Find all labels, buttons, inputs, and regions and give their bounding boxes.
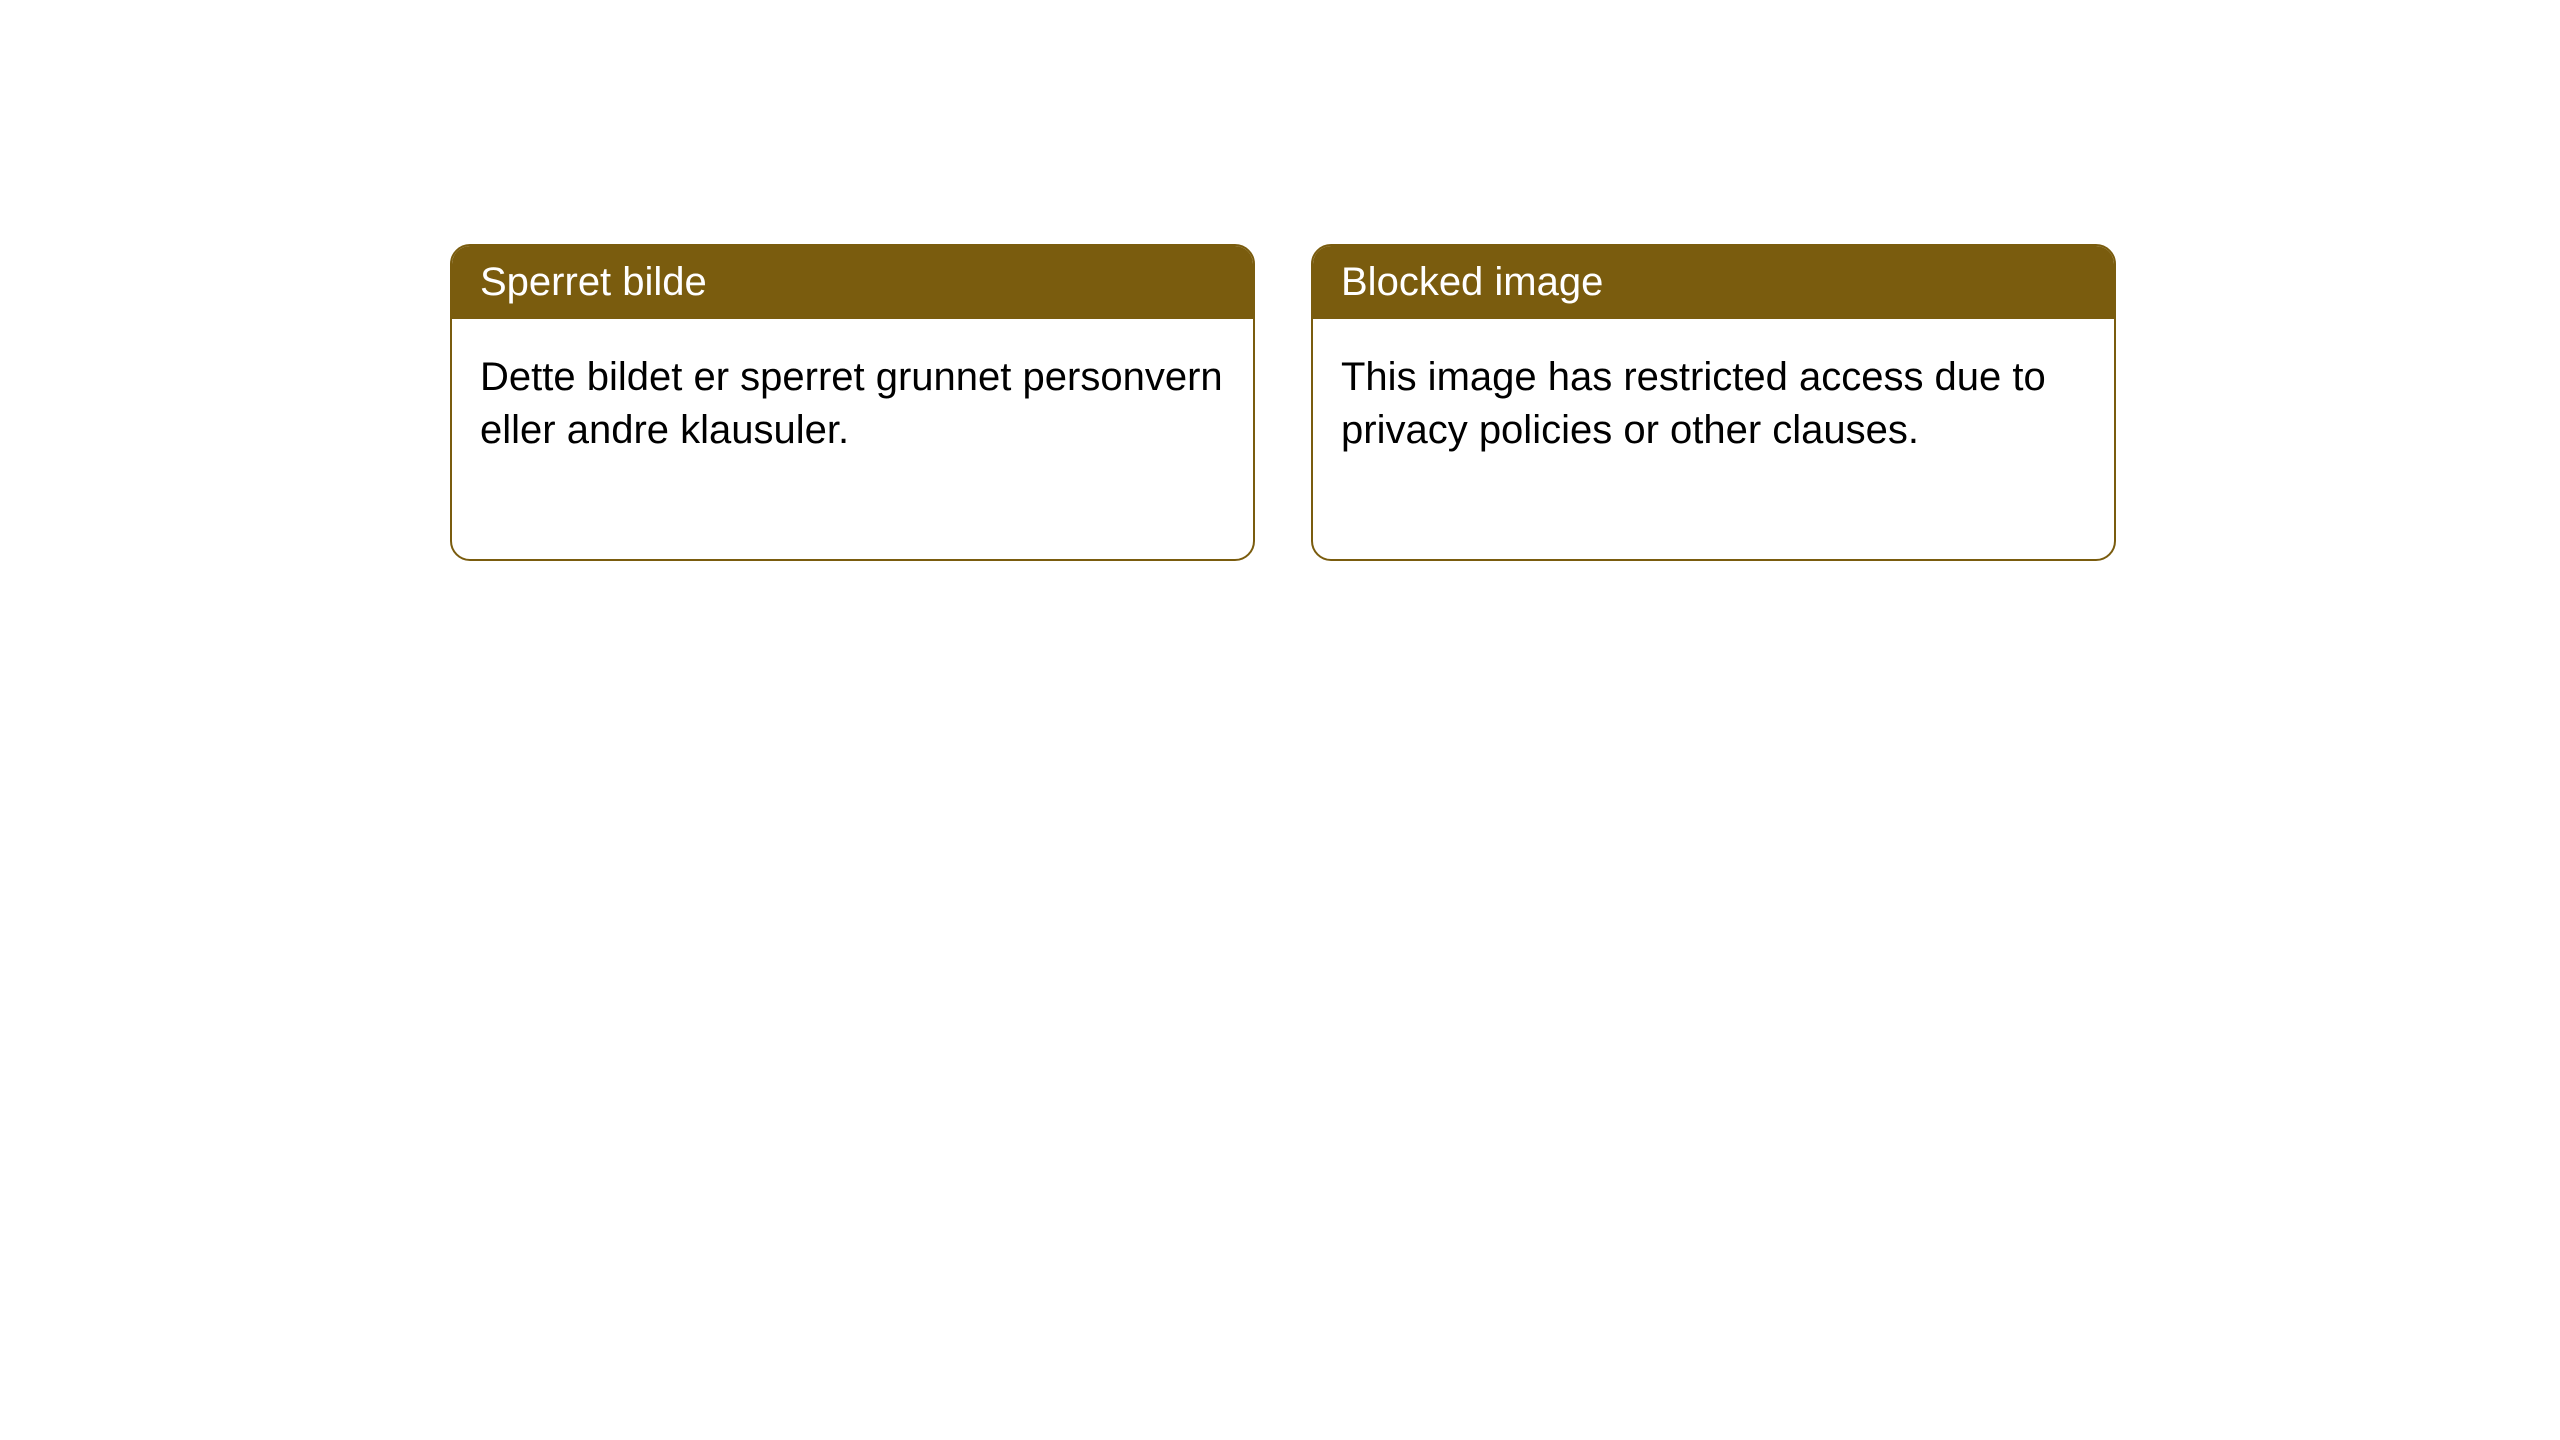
- card-body: This image has restricted access due to …: [1313, 319, 2114, 559]
- card-header: Blocked image: [1313, 246, 2114, 319]
- notice-card-norwegian: Sperret bilde Dette bildet er sperret gr…: [450, 244, 1255, 561]
- card-header: Sperret bilde: [452, 246, 1253, 319]
- card-body-text: Dette bildet er sperret grunnet personve…: [480, 355, 1223, 452]
- notice-container: Sperret bilde Dette bildet er sperret gr…: [450, 244, 2116, 561]
- card-title: Blocked image: [1341, 260, 1603, 304]
- card-title: Sperret bilde: [480, 260, 707, 304]
- card-body: Dette bildet er sperret grunnet personve…: [452, 319, 1253, 559]
- card-body-text: This image has restricted access due to …: [1341, 355, 2046, 452]
- notice-card-english: Blocked image This image has restricted …: [1311, 244, 2116, 561]
